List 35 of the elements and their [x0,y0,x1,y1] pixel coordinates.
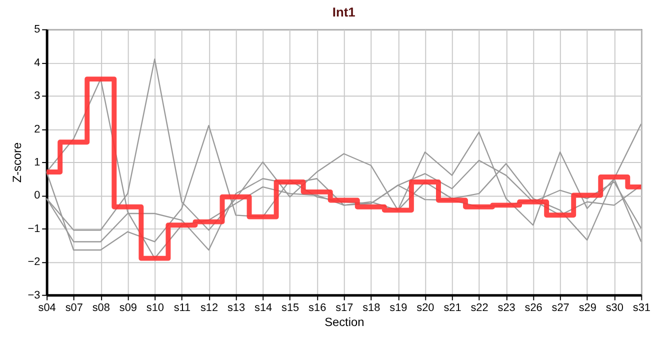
x-tick-label: s10 [146,302,164,314]
x-tick-label: s23 [498,302,516,314]
x-tick-label: s30 [606,302,624,314]
y-tick-label: 0 [34,190,40,202]
y-axis-title: Z-score [10,142,24,183]
x-tick-label: s09 [119,302,137,314]
x-tick-label: s04 [38,302,56,314]
x-tick-label: s17 [336,302,354,314]
chart-title: Int1 [332,4,356,20]
x-tick-label: s29 [578,302,596,314]
x-tick-label: s31 [632,302,650,314]
y-tick-label: 4 [34,56,40,69]
y-tick-label: 3 [34,90,40,102]
x-tick-label: s21 [444,302,462,314]
y-tick-label: 2 [34,123,40,136]
y-tick-label: −1 [28,222,40,235]
y-tick-label: 5 [34,24,40,36]
x-tick-label: s18 [362,302,380,314]
x-tick-label: s16 [308,302,326,314]
x-tick-label: s27 [552,302,570,314]
y-tick-label: −3 [28,289,40,302]
x-tick-label: s14 [254,302,272,314]
x-tick-label: s22 [470,302,488,314]
x-tick-label: s26 [524,302,542,314]
x-tick-label: s20 [416,302,434,314]
x-tick-label: s08 [92,302,110,314]
x-tick-label: s15 [282,302,300,314]
x-axis-title: Section [324,315,364,330]
x-tick-label: s07 [65,302,83,314]
x-tick-label: s19 [390,302,408,314]
y-tick-label: 1 [34,156,40,169]
x-tick-label: s13 [227,302,246,314]
y-tick-label: −2 [28,256,40,268]
x-tick-label: s12 [200,302,218,314]
x-tick-label: s11 [174,302,191,314]
